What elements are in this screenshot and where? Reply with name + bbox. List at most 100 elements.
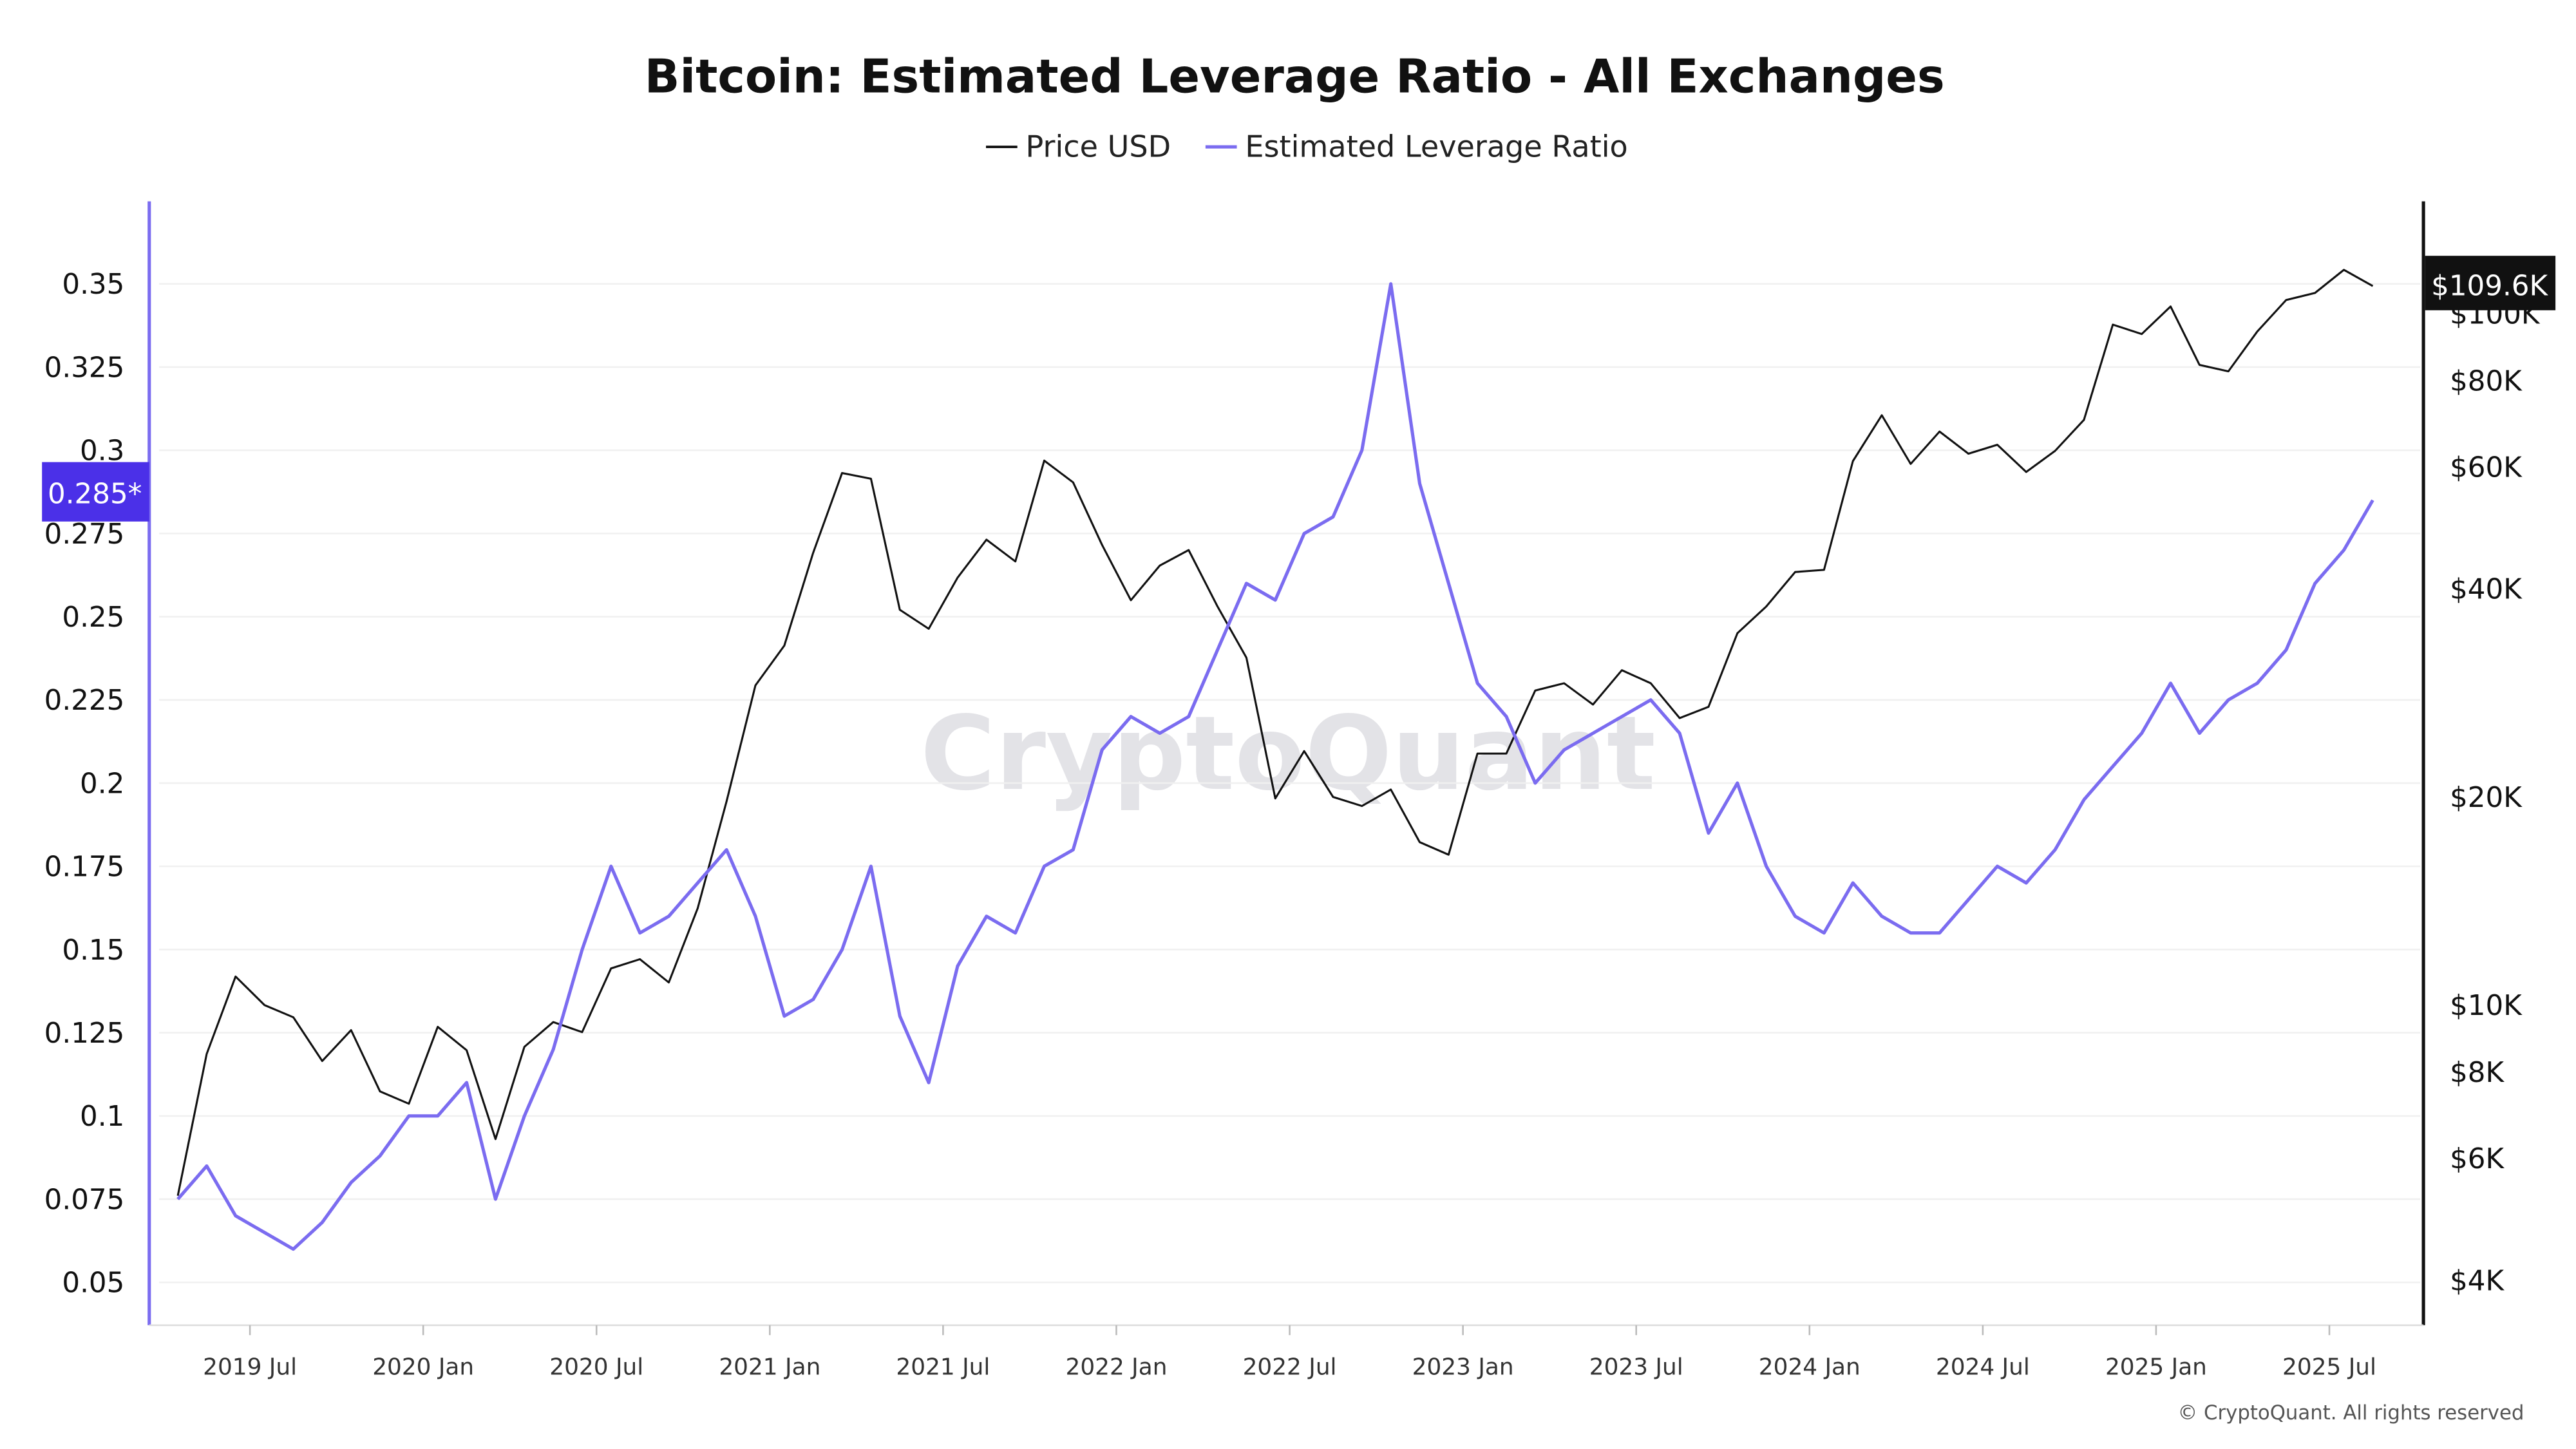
left-tick-label: 0.15 xyxy=(62,934,124,967)
price-point xyxy=(755,685,756,686)
leverage-point xyxy=(1274,600,1276,601)
price-point xyxy=(466,1050,467,1051)
price-point xyxy=(726,801,727,802)
left-tick-label: 0.175 xyxy=(44,851,125,884)
price-point xyxy=(1939,431,1940,432)
price-point xyxy=(235,976,236,977)
leverage-point xyxy=(235,1215,236,1217)
right-axis-ticks: $100K$80K$60K$40K$20K$10K$8K$6K$4K xyxy=(2450,298,2541,1297)
left-tick-label: 0.05 xyxy=(62,1267,124,1300)
price-point xyxy=(1159,565,1160,566)
x-tick-label: 2023 Jan xyxy=(1412,1354,1514,1381)
right-tick-label: $40K xyxy=(2450,574,2523,606)
leverage-point xyxy=(2228,699,2229,701)
leverage-point xyxy=(2025,882,2027,884)
current-leverage-badge: 0.285* xyxy=(42,462,149,522)
price-point xyxy=(639,959,640,960)
current-leverage-label: 0.285* xyxy=(48,478,142,511)
x-tick-label: 2021 Jan xyxy=(719,1354,820,1381)
leverage-point xyxy=(1477,683,1478,684)
left-tick-label: 0.35 xyxy=(62,269,124,301)
price-point xyxy=(1188,549,1189,551)
leverage-point xyxy=(1737,782,1738,784)
leverage-point xyxy=(553,1049,554,1050)
price-point xyxy=(495,1139,496,1140)
leverage-point xyxy=(379,1155,381,1157)
leverage-point xyxy=(1390,283,1391,285)
x-tick-label: 2022 Jul xyxy=(1243,1354,1337,1381)
leverage-point xyxy=(1361,450,1362,451)
grid xyxy=(159,283,2420,1283)
leverage-point xyxy=(2054,849,2056,850)
current-price-label: $109.6K xyxy=(2431,270,2548,303)
price-point xyxy=(1506,753,1507,754)
right-tick-label: $8K xyxy=(2450,1057,2505,1089)
x-tick-label: 2025 Jul xyxy=(2282,1354,2376,1381)
leverage-point xyxy=(1997,866,1998,867)
series-lines xyxy=(176,269,2374,1251)
right-tick-label: $6K xyxy=(2450,1143,2505,1175)
leverage-point xyxy=(668,916,669,917)
price-point xyxy=(2372,285,2373,287)
legend: Price USD Estimated Leverage Ratio xyxy=(986,129,1628,164)
leverage-point xyxy=(1332,516,1334,517)
x-tick-label: 2020 Jan xyxy=(372,1354,474,1381)
copyright-footer: © CryptoQuant. All rights reserved xyxy=(2178,1401,2524,1425)
price-point xyxy=(1737,632,1738,634)
leverage-point xyxy=(437,1115,438,1117)
left-tick-label: 0.25 xyxy=(62,601,124,634)
leverage-point xyxy=(321,1222,323,1223)
price-point xyxy=(1477,753,1478,754)
left-tick-label: 0.325 xyxy=(44,352,125,384)
price-point xyxy=(668,982,669,983)
price-point xyxy=(1072,482,1074,483)
leverage-point xyxy=(524,1115,525,1117)
left-tick-label: 0.1 xyxy=(80,1101,124,1133)
legend-label-leverage[interactable]: Estimated Leverage Ratio xyxy=(1245,129,1627,164)
right-tick-label: $80K xyxy=(2450,365,2523,397)
price-point xyxy=(1130,600,1132,601)
x-axis-ticks: 2019 Jul 2020 Jan 2020 Jul 2021 Jan 2021 Jul… xyxy=(203,1325,2376,1381)
x-tick-label: 2020 Jul xyxy=(549,1354,643,1381)
leverage-point xyxy=(350,1182,352,1183)
x-tick-label: 2023 Jul xyxy=(1589,1354,1683,1381)
price-point xyxy=(553,1021,554,1023)
left-tick-label: 0.3 xyxy=(80,435,124,468)
leverage-point xyxy=(1448,583,1449,584)
right-tick-label: $4K xyxy=(2450,1265,2505,1297)
price-point xyxy=(293,1017,294,1018)
leverage-point xyxy=(2112,766,2113,767)
leverage-point xyxy=(726,849,727,850)
legend-label-price[interactable]: Price USD xyxy=(1026,129,1171,164)
price-point xyxy=(697,908,698,909)
right-tick-label: $10K xyxy=(2450,990,2523,1022)
leverage-point xyxy=(495,1198,496,1200)
price-point xyxy=(1997,444,1998,445)
price-point xyxy=(2025,471,2027,473)
leverage-point xyxy=(264,1232,265,1233)
price-point xyxy=(1303,750,1305,752)
chart-title: Bitcoin: Estimated Leverage Ratio - All … xyxy=(645,50,1945,104)
leverage-point xyxy=(1188,716,1189,717)
leverage-point xyxy=(1303,533,1305,534)
x-tick-label: 2024 Jul xyxy=(1936,1354,2030,1381)
current-price-badge: $109.6K xyxy=(2425,256,2556,310)
right-tick-label: $60K xyxy=(2450,451,2523,484)
price-point xyxy=(1968,453,1969,454)
price-point xyxy=(2228,371,2229,372)
leverage-point xyxy=(2170,683,2171,684)
x-tick-label: 2021 Jul xyxy=(896,1354,990,1381)
leverage-point xyxy=(1130,716,1132,717)
left-axis-ticks: 0.35 0.325 0.3 0.275 0.25 0.225 0.2 0.175 0.15 0.… xyxy=(44,269,125,1300)
leverage-point xyxy=(2199,733,2200,734)
price-point xyxy=(2083,419,2085,421)
x-tick-label: 2022 Jan xyxy=(1066,1354,1168,1381)
left-tick-label: 0.275 xyxy=(44,518,125,551)
left-tick-label: 0.075 xyxy=(44,1184,125,1216)
watermark: CryptoQuant xyxy=(920,695,1656,813)
price-point xyxy=(2286,299,2287,301)
leverage-point xyxy=(1072,849,1074,850)
leverage-point xyxy=(582,949,583,950)
leverage-point xyxy=(986,916,987,917)
